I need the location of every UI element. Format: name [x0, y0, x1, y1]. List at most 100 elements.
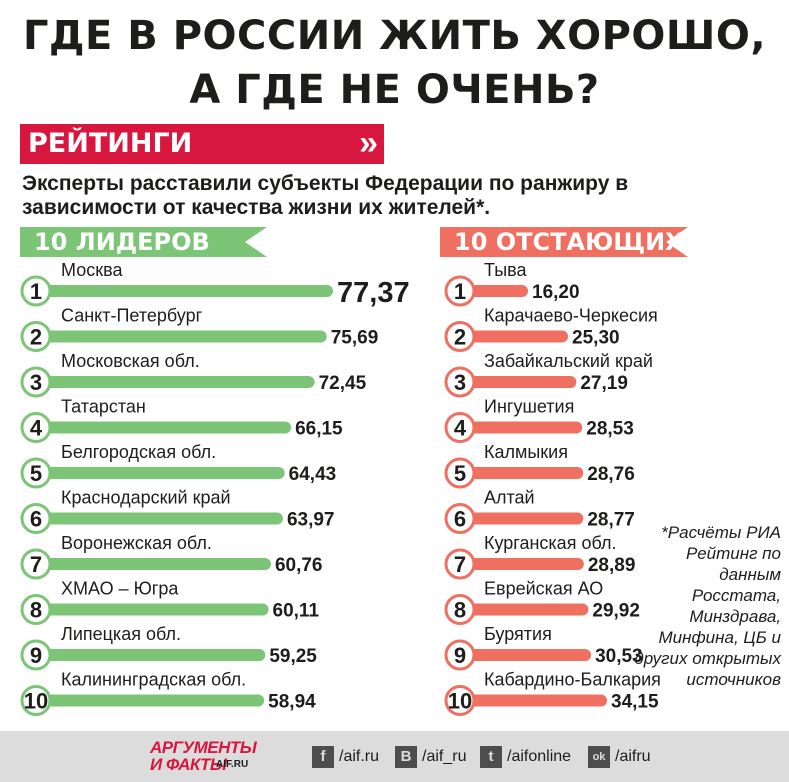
region-name: Бурятия — [484, 624, 552, 644]
rank-number: 2 — [454, 325, 466, 350]
aif-logo[interactable]: АРГУМЕНТЫ И ФАКТЫ AIF.RU — [150, 739, 260, 775]
region-name: Забайкальский край — [484, 351, 653, 371]
rank-circle — [20, 412, 52, 443]
section-banner: РЕЙТИНГИ » — [20, 124, 384, 164]
rank-circle — [444, 548, 476, 580]
bar — [468, 421, 583, 434]
region-name: Курганская обл. — [484, 533, 616, 553]
bar — [44, 694, 265, 707]
region-name: Ингушетия — [484, 397, 574, 417]
region-name: Татарстан — [61, 397, 146, 417]
rank-number: 10 — [448, 689, 472, 714]
rank-circle — [444, 685, 476, 716]
bar — [468, 330, 569, 343]
rank-circle — [444, 594, 476, 625]
rank-circle — [444, 275, 476, 307]
bar — [468, 558, 584, 570]
rank-number: 5 — [30, 461, 42, 486]
value-label: 25,30 — [572, 328, 620, 349]
rank-number: 7 — [454, 552, 466, 577]
bar — [468, 285, 528, 297]
double-chevron-icon: » — [359, 124, 378, 162]
bar — [44, 558, 271, 570]
region-name: Еврейская АО — [484, 579, 603, 599]
page-title-line1: ГДЕ В РОССИИ ЖИТЬ ХОРОШО, — [22, 13, 767, 59]
value-label: 27,19 — [580, 373, 628, 394]
rank-circle — [444, 321, 476, 352]
region-name: Калининградская обл. — [61, 670, 246, 690]
value-label: 29,92 — [592, 601, 640, 622]
footer: АРГУМЕНТЫ И ФАКТЫ AIF.RU f /aif.ru В /ai… — [0, 731, 789, 782]
rank-number: 8 — [30, 598, 42, 623]
bar — [44, 467, 285, 479]
rank-number: 6 — [30, 507, 42, 532]
page-title-line2: А ГДЕ НЕ ОЧЕНЬ? — [189, 67, 600, 113]
social-handle: /aifonline — [507, 748, 572, 765]
rank-circle — [20, 366, 52, 398]
region-name: Краснодарский край — [61, 488, 231, 508]
rank-circle — [20, 457, 52, 489]
value-label: 66,15 — [295, 419, 343, 440]
value-label: 63,97 — [287, 510, 335, 531]
region-name: Московская обл. — [61, 351, 200, 371]
value-label: 59,25 — [269, 646, 317, 667]
bar — [44, 330, 327, 343]
rank-circle — [444, 366, 476, 398]
value-label: 28,89 — [588, 555, 636, 576]
rank-number: 9 — [30, 643, 42, 668]
rank-circle — [444, 412, 476, 443]
rank-number: 8 — [454, 598, 466, 623]
value-label: 28,53 — [586, 419, 634, 440]
region-name: Алтай — [484, 488, 535, 508]
banner-label: РЕЙТИНГИ — [28, 128, 193, 159]
bar — [44, 421, 292, 434]
bar — [468, 649, 592, 661]
region-name: Карачаево-Черкесия — [484, 306, 658, 326]
rating-bar-charts: 1 Москва 77,37 2 Санкт-Петербург 75,69 3 Москов… — [20, 260, 661, 716]
rank-number: 6 — [454, 507, 466, 532]
rank-circle — [20, 275, 52, 307]
rank-number: 7 — [30, 552, 42, 577]
value-label: 75,69 — [331, 328, 379, 349]
footnote: *Расчёты РИА Рейтинг по данным Росстата,… — [634, 523, 781, 689]
rank-number: 10 — [24, 689, 48, 714]
logo-line1: АРГУМЕНТЫ — [150, 738, 257, 757]
rank-circle — [20, 639, 52, 671]
logo-line2: И ФАКТЫ — [150, 755, 227, 774]
bar — [44, 376, 315, 388]
rank-number: 4 — [30, 416, 43, 441]
value-label: 16,20 — [532, 282, 580, 303]
region-name: Воронежская обл. — [61, 533, 212, 553]
bar — [468, 376, 577, 388]
vk-icon: В — [395, 746, 417, 768]
value-label: 28,76 — [587, 464, 635, 485]
bar — [44, 512, 283, 525]
value-label: 60,76 — [275, 555, 323, 576]
value-label: 72,45 — [319, 373, 367, 394]
social-handle: /aif_ru — [422, 748, 467, 765]
leaders-ribbon: 10 ЛИДЕРОВ — [20, 227, 267, 257]
value-label: 77,37 — [337, 277, 410, 309]
region-name: Санкт-Петербург — [61, 306, 203, 326]
rank-circle — [20, 685, 52, 716]
bar — [44, 603, 269, 616]
region-name: Калмыкия — [484, 442, 568, 462]
facebook-icon: f — [312, 746, 334, 768]
value-label: 64,43 — [289, 464, 337, 485]
odnoklassniki-icon: ok — [588, 746, 610, 768]
value-label: 58,94 — [268, 692, 316, 713]
rank-circle — [20, 548, 52, 580]
value-label: 34,15 — [611, 692, 659, 713]
value-label: 60,11 — [273, 601, 320, 622]
laggards-ribbon: 10 ОТСТАЮЩИХ — [440, 227, 688, 257]
rank-circle — [20, 503, 52, 534]
bar — [44, 285, 333, 297]
bar — [468, 603, 589, 616]
twitter-icon: t — [480, 746, 502, 768]
social-handle: /aifru — [615, 748, 651, 765]
bar — [468, 694, 607, 707]
value-label: 28,77 — [587, 510, 635, 531]
rank-number: 1 — [454, 279, 466, 304]
value-label: 30,53 — [595, 646, 643, 667]
rank-circle — [20, 594, 52, 625]
